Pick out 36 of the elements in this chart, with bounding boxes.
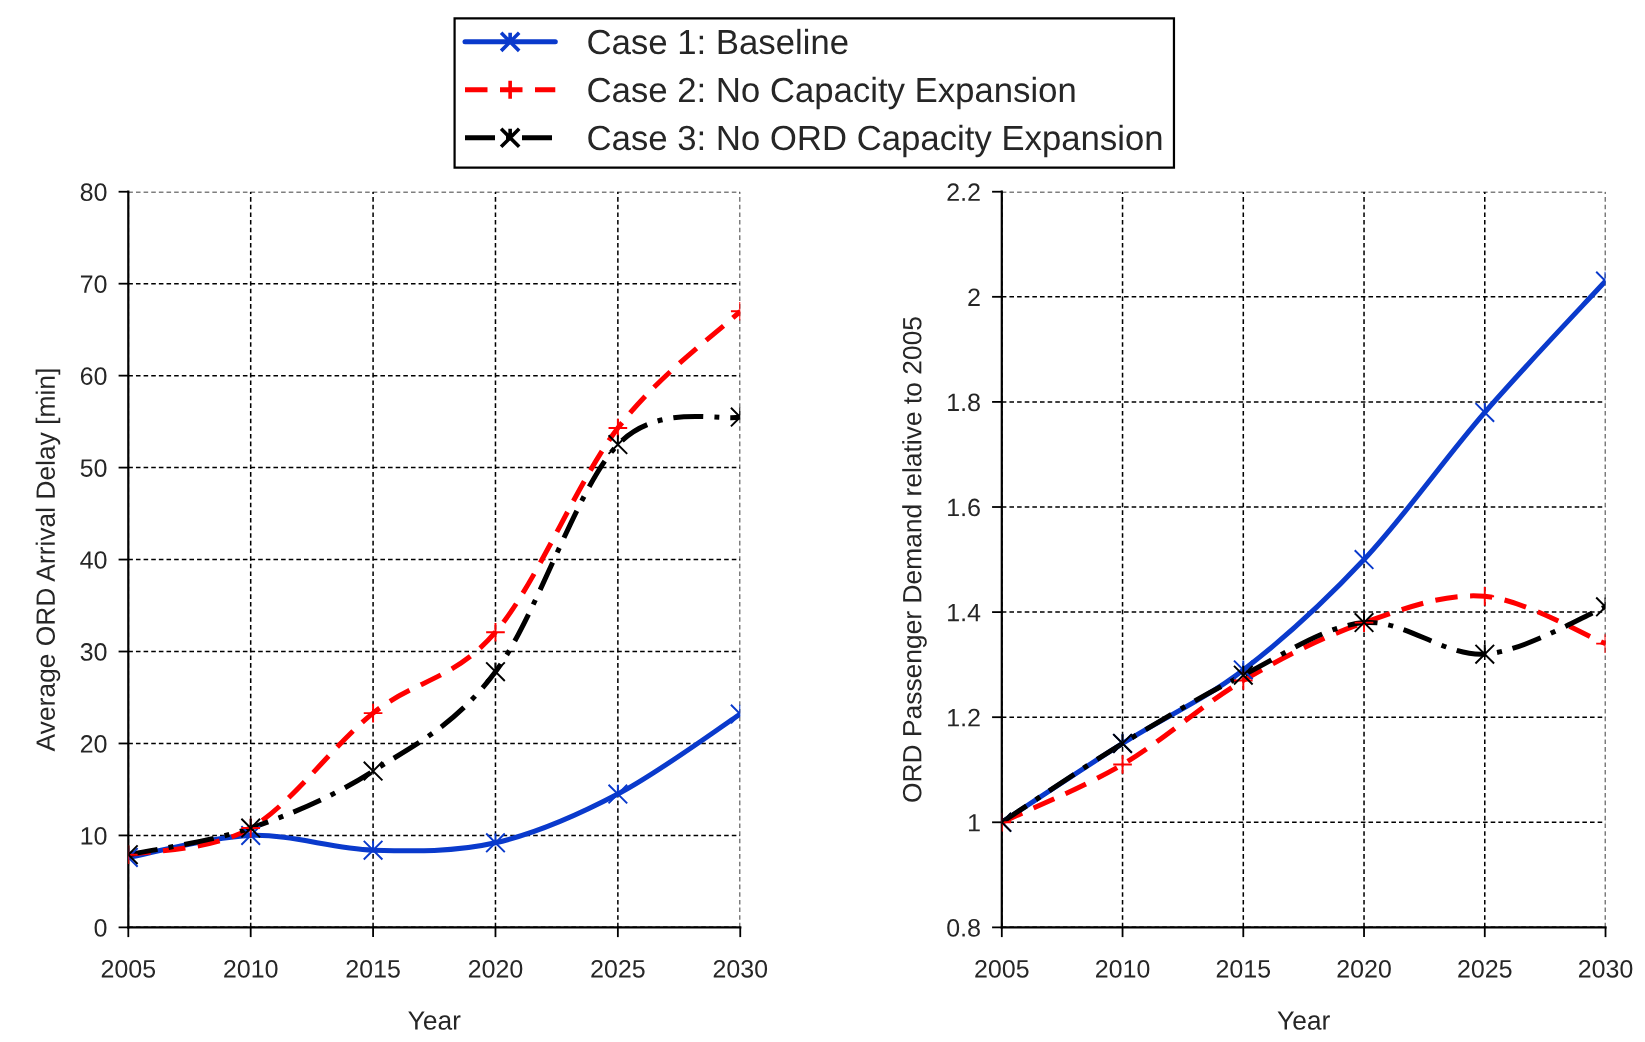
x-tick-label: 2015 — [1216, 959, 1271, 978]
x-tick-label: 2020 — [1337, 959, 1391, 978]
y-tick-label: 2 — [968, 288, 980, 306]
y-tick-label: 70 — [80, 275, 107, 293]
y-tick-label: 2.2 — [947, 183, 980, 201]
legend-label: Case 3: No ORD Capacity Expansion — [588, 124, 1162, 158]
x-tick-label: 2025 — [1458, 959, 1512, 978]
y-tick-label: 0 — [94, 918, 107, 937]
y-tick-label: 1 — [968, 814, 980, 832]
x-tick-label: 2030 — [713, 959, 768, 978]
y-tick-label: 40 — [80, 551, 107, 569]
y-tick-label: 1.2 — [948, 708, 980, 727]
x-axis-title: Year — [1277, 1011, 1330, 1030]
x-tick-label: 2010 — [224, 959, 278, 978]
y-tick-label: 60 — [80, 367, 107, 385]
legend-label: Case 2: No Capacity Expansion — [588, 76, 1075, 110]
legend-label: Case 1: Baseline — [588, 28, 848, 55]
y-tick-label: 30 — [80, 643, 107, 661]
y-tick-label: 1.8 — [948, 393, 980, 412]
y-tick-label: 10 — [81, 827, 107, 845]
x-tick-label: 2010 — [1096, 959, 1150, 978]
x-tick-label: 2025 — [591, 959, 645, 978]
y-tick-label: 1.6 — [948, 498, 980, 517]
y-axis-title: Average ORD Arrival Delay [min] — [35, 369, 61, 752]
y-tick-label: 20 — [80, 735, 107, 753]
x-tick-label: 2015 — [346, 959, 400, 978]
x-axis-title: Year — [408, 1011, 461, 1030]
x-tick-label: 2005 — [101, 959, 156, 978]
x-tick-label: 2005 — [975, 959, 1029, 978]
y-axis-title: ORD Passenger Demand relative to 2005 — [902, 317, 927, 802]
y-tick-label: 80 — [80, 183, 107, 202]
y-tick-label: 1.4 — [948, 603, 981, 622]
y-tick-label: 0.8 — [947, 918, 980, 937]
y-tick-label: 50 — [80, 459, 107, 477]
x-tick-label: 2030 — [1578, 959, 1633, 978]
x-tick-label: 2020 — [468, 959, 523, 978]
